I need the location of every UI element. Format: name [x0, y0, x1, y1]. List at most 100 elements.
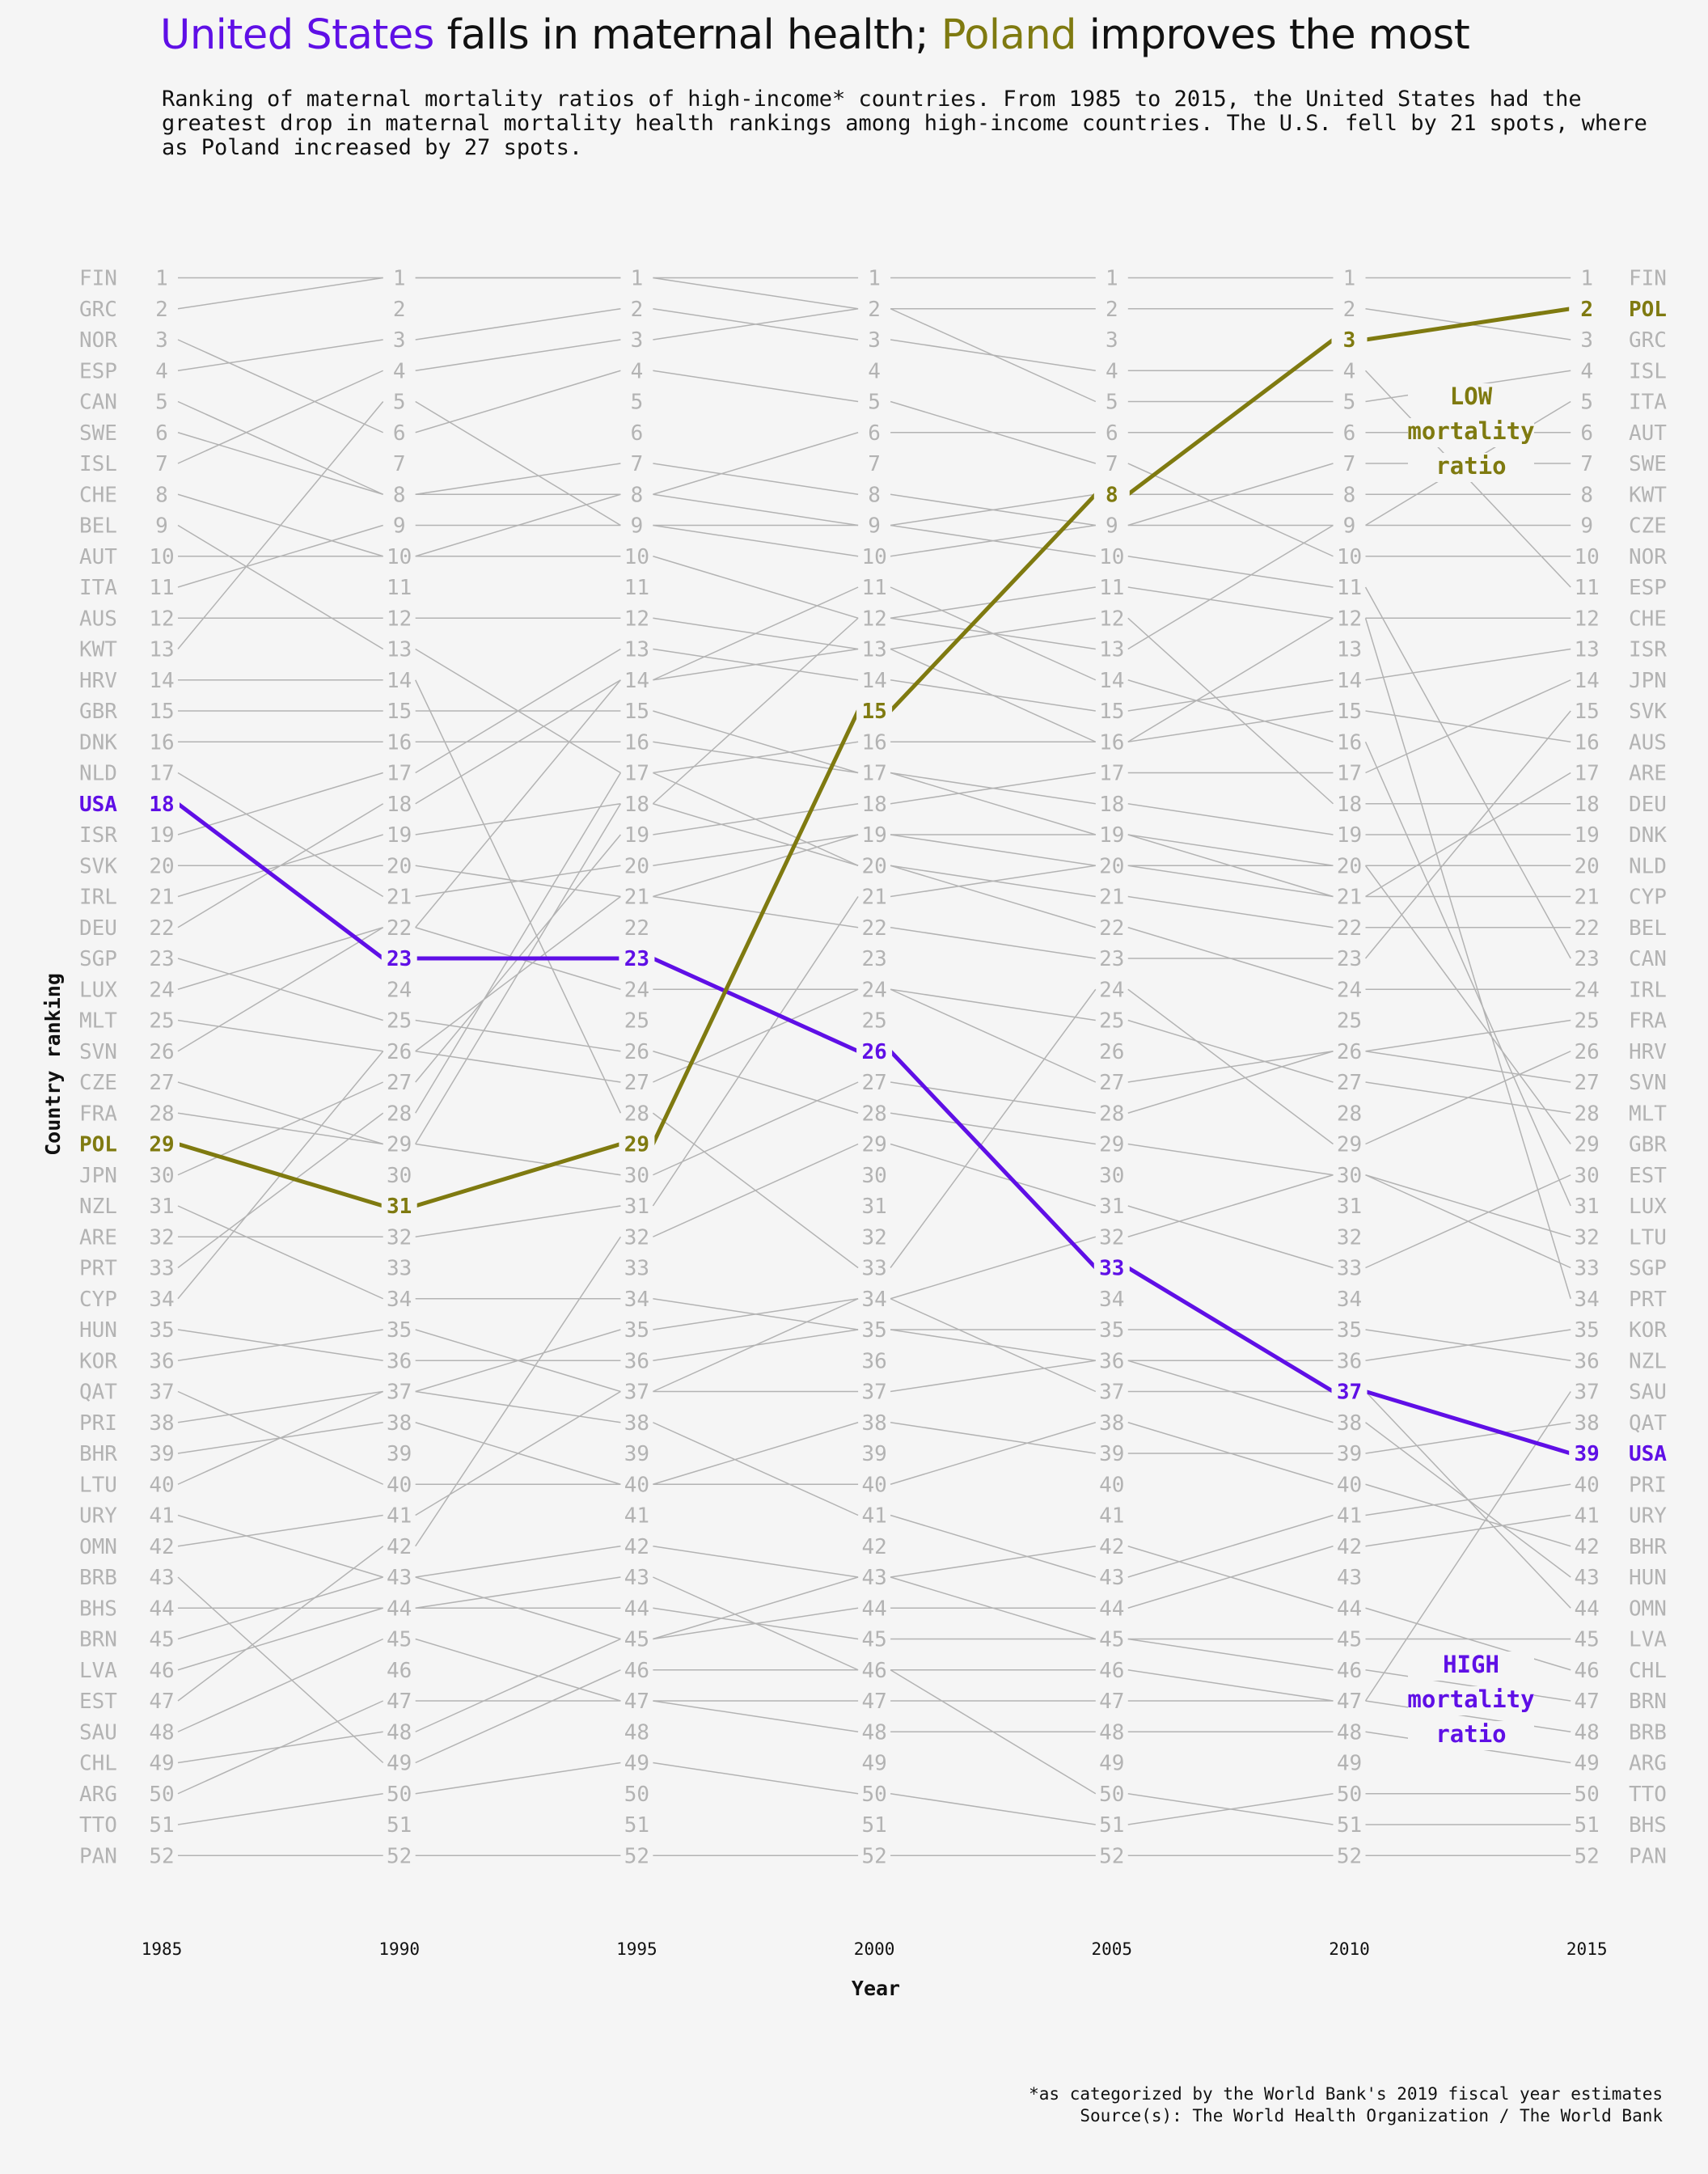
rank-label: 34	[624, 1288, 649, 1312]
rank-label: 35	[1575, 1318, 1600, 1343]
highlight-mask-pol	[381, 1193, 417, 1219]
series-line-cyp	[653, 834, 859, 898]
rank-label: 32	[1337, 1225, 1362, 1250]
country-label-left-bhr: BHR	[79, 1442, 117, 1466]
rank-label: 21	[149, 886, 174, 910]
highlight-mask-pol	[144, 1131, 180, 1157]
series-line-mlt	[890, 988, 1096, 1021]
series-line-omn	[1364, 1390, 1571, 1609]
highlight-label-left-pol: POL	[79, 1133, 117, 1157]
rank-label: 21	[387, 886, 412, 910]
series-line-irl	[653, 803, 859, 866]
series-line-brb	[415, 1669, 621, 1764]
country-label-right-are: ARE	[1629, 762, 1667, 786]
x-tick-label: 1995	[616, 1939, 657, 1959]
rank-label: 47	[149, 1690, 174, 1714]
rank-label: 48	[387, 1720, 412, 1745]
rank-label: 46	[149, 1659, 174, 1683]
country-label-left-cyp: CYP	[79, 1288, 117, 1312]
rank-label: 27	[149, 1071, 174, 1095]
country-label-left-jpn: JPN	[79, 1164, 117, 1188]
country-label-left-brb: BRB	[79, 1566, 117, 1590]
rank-label: 13	[387, 638, 412, 662]
rank-label: 23	[861, 947, 886, 971]
series-line-lux	[653, 586, 859, 681]
rank-label: 41	[1337, 1504, 1362, 1529]
series-line-chl	[1127, 1546, 1334, 1609]
country-label-right-mlt: MLT	[1629, 1102, 1667, 1126]
annotation-high-text: mortality	[1407, 1685, 1534, 1713]
rank-label: 35	[1099, 1318, 1124, 1343]
rank-label: 50	[861, 1783, 886, 1807]
rank-label: 31	[1575, 1195, 1600, 1219]
rank-label: 13	[1337, 638, 1362, 662]
series-line-are	[890, 865, 1096, 898]
rank-label: 45	[1099, 1628, 1124, 1652]
rank-label: 35	[149, 1318, 174, 1343]
rank-label: 28	[387, 1102, 412, 1126]
rank-label: 47	[1337, 1690, 1362, 1714]
country-label-right-fra: FRA	[1629, 1009, 1667, 1034]
country-label-right-isl: ISL	[1629, 359, 1667, 383]
series-line-deu	[177, 803, 384, 928]
rank-label: 5	[631, 391, 644, 415]
series-line-kor	[177, 1329, 383, 1361]
rank-label: 41	[624, 1504, 649, 1529]
rank-label: 7	[868, 452, 881, 476]
rank-label: 26	[387, 1040, 412, 1064]
rank-label: 27	[387, 1071, 412, 1095]
series-line-mlt	[1127, 1019, 1334, 1083]
series-line-irl	[890, 865, 1097, 928]
series-line-ury	[1365, 1514, 1571, 1547]
series-line-ltu	[890, 1236, 1097, 1300]
series-line-svn	[177, 927, 384, 1052]
series-line-cyp	[1127, 834, 1334, 898]
series-line-grc	[653, 277, 859, 310]
rank-label: 9	[868, 514, 881, 539]
footnote-note: *as categorized by the World Bank's 2019…	[1029, 2084, 1663, 2104]
highlight-mask-pol	[619, 1131, 655, 1157]
country-label-left-bel: BEL	[79, 514, 117, 539]
series-line-are	[1127, 865, 1334, 898]
rank-label: 33	[624, 1257, 649, 1281]
label-mask	[1626, 295, 1677, 322]
series-line-isl	[890, 308, 1097, 403]
y-axis-title: Country ranking	[41, 973, 65, 1156]
rank-label: 28	[861, 1102, 886, 1126]
country-label-left-isr: ISR	[79, 823, 117, 848]
series-line-sgp	[653, 1051, 859, 1114]
rank-label: 43	[1099, 1566, 1124, 1590]
rank-label: 1	[393, 267, 406, 291]
x-tick-label: 1985	[142, 1939, 183, 1959]
chart-title: United States falls in maternal health; …	[160, 11, 1470, 59]
rank-label: 26	[624, 1040, 649, 1064]
rank-label: 31	[861, 1195, 886, 1219]
series-line-brb	[177, 1576, 384, 1764]
highlight-mask-pol	[1093, 481, 1130, 508]
rank-label: 6	[1343, 421, 1356, 446]
series-line-can	[1127, 556, 1334, 588]
series-line-est	[1365, 1174, 1571, 1269]
rank-label: 35	[387, 1318, 412, 1343]
rank-label: 11	[624, 576, 649, 600]
rank-label: 45	[1337, 1628, 1362, 1652]
country-label-right-aus: AUS	[1629, 730, 1667, 755]
rank-label: 4	[393, 359, 406, 383]
rank-label: 52	[1337, 1844, 1362, 1868]
rank-label: 23	[1337, 947, 1362, 971]
country-label-left-kwt: KWT	[79, 638, 117, 662]
rank-label: 12	[1099, 607, 1124, 631]
country-label-left-hun: HUN	[79, 1318, 117, 1343]
annotation-mask	[1408, 1686, 1534, 1715]
rank-label: 29	[861, 1133, 886, 1157]
series-line-brb	[1365, 1700, 1571, 1732]
country-label-right-gbr: GBR	[1629, 1133, 1667, 1157]
rank-label: 30	[1337, 1164, 1362, 1188]
rank-label: 10	[1099, 545, 1124, 569]
rank-label: 11	[1575, 576, 1600, 600]
country-label-left-aut: AUT	[79, 545, 117, 569]
series-line-prt	[415, 772, 622, 1114]
rank-label: 16	[624, 730, 649, 755]
country-label-left-grc: GRC	[79, 298, 117, 322]
series-line-arg	[177, 1700, 384, 1795]
